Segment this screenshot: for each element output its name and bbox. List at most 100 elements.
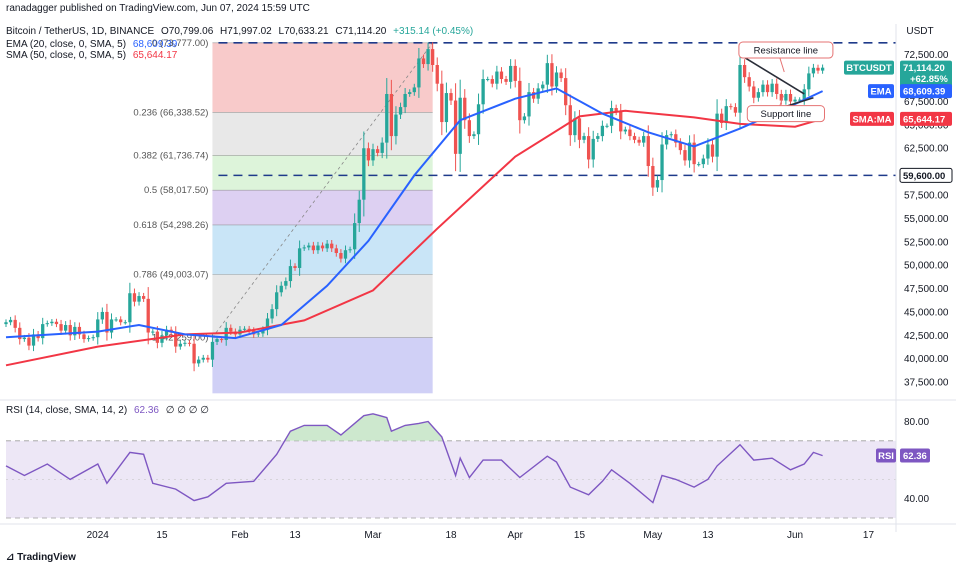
candle (692, 134, 696, 173)
candle (385, 78, 389, 159)
candle (91, 334, 95, 341)
candle (775, 78, 779, 100)
candle-body (302, 247, 306, 249)
annotation-pointer (779, 95, 784, 106)
candle-body (591, 138, 595, 160)
rsi-tag-value-bg (900, 448, 930, 463)
date-tick-label: 18 (445, 530, 457, 541)
candle-body (798, 99, 802, 101)
candle (206, 354, 210, 363)
candle-body (31, 334, 36, 346)
candle (632, 132, 637, 144)
candle-body (664, 135, 669, 145)
candle-body (651, 166, 655, 188)
candle (761, 80, 765, 97)
candle-body (408, 92, 412, 94)
candle (297, 240, 302, 276)
rsi-pane (5, 413, 896, 519)
candle (742, 59, 747, 83)
tradingview-logo[interactable]: ⊿ TradingView (6, 552, 76, 563)
candle (545, 54, 549, 94)
candle (334, 244, 338, 257)
candle-body (596, 136, 600, 139)
candle (375, 145, 380, 157)
candle-body (412, 87, 416, 93)
legend-rsi[interactable]: RSI (14, close, SMA, 14, 2) 62.36 ∅ ∅ ∅ … (6, 405, 213, 416)
candle (36, 331, 40, 342)
candle (325, 240, 329, 252)
candle-body (444, 93, 449, 123)
candle (573, 111, 577, 143)
price-tag-pct: +62.85% (910, 74, 948, 85)
annotation-box (746, 105, 825, 123)
candle-body (729, 106, 733, 108)
candle-body (132, 293, 137, 302)
date-tick-label: Feb (231, 530, 249, 541)
candle-body (109, 319, 114, 333)
candle (467, 113, 472, 143)
fib-zone (212, 274, 433, 338)
candle (586, 127, 591, 169)
candle-body (174, 332, 178, 347)
candle-body (692, 142, 696, 165)
candle (316, 241, 320, 254)
candle (600, 120, 605, 142)
candle-body (197, 359, 201, 364)
candle-body (320, 245, 325, 249)
fib-zone (212, 42, 433, 113)
rsi-tick-label: 80.00 (904, 417, 929, 428)
candle-body (316, 245, 320, 251)
candle (697, 161, 701, 167)
candle-body (86, 338, 91, 340)
candle (440, 70, 444, 136)
fib-diagonal (212, 42, 433, 338)
candle-body (279, 285, 283, 293)
candle-body (123, 322, 127, 324)
candle-body (339, 253, 343, 259)
date-tick-label: 13 (289, 530, 301, 541)
candle (362, 131, 366, 217)
fib-zone (212, 112, 433, 156)
fib-zone (212, 190, 433, 225)
candle (729, 103, 733, 110)
candle-body (600, 125, 605, 137)
candle (637, 136, 641, 146)
candle (201, 354, 205, 363)
candle-body (582, 136, 586, 140)
moving-averages (5, 87, 824, 367)
candle (141, 292, 146, 302)
legend-symbol[interactable]: Bitcoin / TetherUS, 1D, BINANCE O70,799.… (6, 26, 477, 37)
candle-body (508, 65, 513, 82)
candle (421, 54, 426, 68)
candle (68, 319, 72, 341)
candle (398, 102, 403, 120)
candle-body (481, 79, 485, 105)
candle-body (472, 134, 476, 137)
candle-body (742, 64, 747, 78)
candle-body (756, 92, 761, 98)
candle (197, 356, 201, 367)
horizontal-levels[interactable] (218, 41, 896, 177)
candle (715, 99, 719, 172)
candle (504, 75, 508, 85)
price-tag-value: 68,609.39 (903, 87, 945, 98)
price-tag: 59,600.00 (899, 167, 953, 183)
candle-body (178, 343, 182, 347)
candle-body (463, 97, 467, 121)
candle-body (59, 324, 63, 331)
candle-body (820, 67, 825, 71)
candle-body (82, 334, 86, 340)
legend-sma[interactable]: SMA (50, close, 0, SMA, 5) 65,644.17 (6, 50, 181, 61)
trendlines[interactable]: Resistance line Support line (738, 41, 834, 123)
candle (582, 132, 586, 144)
candle (192, 335, 196, 372)
fib-retracement[interactable]: 0 (73,777.00) 0.236 (66,338.52) 0.382 (61,… (133, 38, 433, 394)
candle-body (449, 93, 453, 101)
candle-body (187, 342, 192, 344)
legend-ema[interactable]: EMA (20, close, 0, SMA, 5) 68,609.39 (6, 39, 181, 50)
candle-body (100, 311, 104, 320)
candle (756, 88, 761, 102)
candle-body (353, 223, 357, 250)
candle-body (738, 64, 742, 113)
